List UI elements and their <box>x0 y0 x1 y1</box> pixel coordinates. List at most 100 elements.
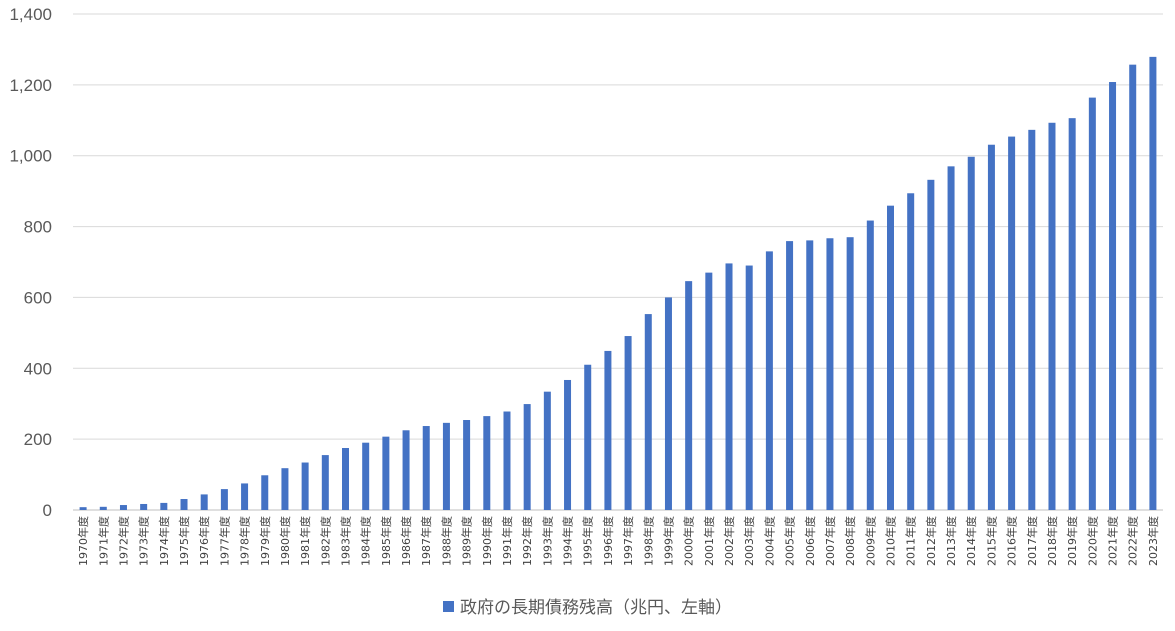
x-tick-label: 1990年度 <box>480 516 494 566</box>
x-tick-label: 2016年度 <box>1005 516 1019 566</box>
bar <box>604 350 612 510</box>
bar <box>1088 97 1096 511</box>
y-axis-tick-labels: 0 200 400 600 800 1,000 1,200 1,400 <box>9 5 52 520</box>
x-tick-label: 1975年度 <box>177 516 191 566</box>
x-tick-label: 2021年度 <box>1106 516 1120 566</box>
x-tick-label: 1970年度 <box>76 516 90 566</box>
bar <box>564 379 572 510</box>
bar-chart: 0 200 400 600 800 1,000 1,200 1,400 1970年度 1971年… <box>9 5 1163 566</box>
x-tick-label: 1998年度 <box>641 516 655 566</box>
bar <box>180 499 188 510</box>
x-tick-label: 1989年度 <box>460 516 474 566</box>
bar <box>1149 56 1157 511</box>
bar <box>160 502 168 510</box>
bar <box>584 364 592 510</box>
x-tick-label: 1972年度 <box>116 516 130 566</box>
x-tick-label: 1974年度 <box>157 516 171 566</box>
x-tick-label: 2018年度 <box>1045 516 1059 566</box>
bar <box>1109 82 1117 511</box>
x-tick-label: 2009年度 <box>863 516 877 566</box>
bar <box>866 220 874 511</box>
legend: 政府の長期債務残高（兆円、左軸） <box>0 593 1175 618</box>
legend-swatch <box>443 600 454 612</box>
x-tick-label: 2014年度 <box>964 516 978 566</box>
gridlines <box>73 13 1163 511</box>
y-tick-label: 800 <box>24 218 52 237</box>
bar <box>1048 122 1056 511</box>
bar <box>907 193 915 510</box>
bar <box>765 251 773 510</box>
x-tick-label: 2015年度 <box>984 516 998 566</box>
x-tick-label: 1993年度 <box>540 516 554 566</box>
bar <box>220 489 228 510</box>
bar <box>483 416 491 510</box>
x-tick-label: 1979年度 <box>258 516 272 566</box>
x-tick-label: 2008年度 <box>843 516 857 566</box>
bar <box>321 455 329 510</box>
x-tick-label: 2002年度 <box>722 516 736 566</box>
bar <box>745 265 753 510</box>
x-tick-label: 1978年度 <box>238 516 252 566</box>
legend-label: 政府の長期債務残高（兆円、左軸） <box>460 598 732 618</box>
bar <box>362 442 370 510</box>
bars <box>79 56 1157 511</box>
bar <box>543 391 551 510</box>
bar <box>705 272 713 510</box>
x-tick-label: 1983年度 <box>339 516 353 566</box>
bar <box>422 426 430 510</box>
bar <box>786 241 794 510</box>
bar <box>1008 136 1016 510</box>
bar <box>402 430 410 510</box>
x-tick-label: 2010年度 <box>884 516 898 566</box>
bar <box>342 448 349 510</box>
y-tick-label: 1,000 <box>9 147 52 166</box>
x-tick-label: 2012年度 <box>924 516 938 566</box>
bar <box>947 166 955 510</box>
bar <box>261 475 269 510</box>
bar <box>1068 118 1076 510</box>
bar <box>99 506 107 510</box>
x-tick-label: 1991年度 <box>500 516 514 566</box>
x-tick-label: 2006年度 <box>803 516 817 566</box>
y-tick-label: 600 <box>24 288 52 307</box>
x-tick-label: 1999年度 <box>661 516 675 566</box>
x-tick-label: 1988年度 <box>439 516 453 566</box>
bar <box>826 238 834 510</box>
x-tick-label: 2004年度 <box>762 516 776 566</box>
x-tick-label: 2000年度 <box>682 516 696 566</box>
bar <box>523 404 531 510</box>
bar <box>301 462 309 510</box>
bar <box>463 420 471 510</box>
bar <box>846 237 854 510</box>
x-tick-label: 1980年度 <box>278 516 292 566</box>
bar <box>887 205 894 511</box>
bar <box>119 505 127 510</box>
x-tick-label: 1973年度 <box>137 516 151 566</box>
y-tick-label: 0 <box>43 501 52 520</box>
x-tick-label: 2007年度 <box>823 516 837 566</box>
x-tick-label: 1987年度 <box>419 516 433 566</box>
bar <box>79 507 87 510</box>
x-tick-label: 2011年度 <box>904 516 918 566</box>
x-tick-label: 1985年度 <box>379 516 393 566</box>
x-tick-label: 1997年度 <box>621 516 635 566</box>
x-tick-label: 2020年度 <box>1085 516 1099 566</box>
bar <box>1028 129 1036 510</box>
y-tick-label: 1,200 <box>9 76 52 95</box>
x-tick-label: 1982年度 <box>318 516 332 566</box>
x-tick-label: 1971年度 <box>96 516 110 566</box>
bar <box>967 156 975 510</box>
x-tick-label: 1994年度 <box>561 516 575 566</box>
bar <box>382 436 390 510</box>
x-tick-label: 1996年度 <box>601 516 615 566</box>
bar <box>140 503 148 510</box>
bar <box>806 240 814 510</box>
x-axis-tick-labels: 1970年度 1971年度 1972年度 1973年度 1974年度 1975年度 1976… <box>76 516 1160 566</box>
x-tick-label: 1984年度 <box>359 516 373 566</box>
bar <box>624 336 632 510</box>
y-tick-label: 400 <box>24 359 52 378</box>
bar <box>281 468 289 510</box>
x-tick-label: 1986年度 <box>399 516 413 566</box>
bar <box>442 422 450 510</box>
x-tick-label: 2023年度 <box>1146 516 1160 566</box>
